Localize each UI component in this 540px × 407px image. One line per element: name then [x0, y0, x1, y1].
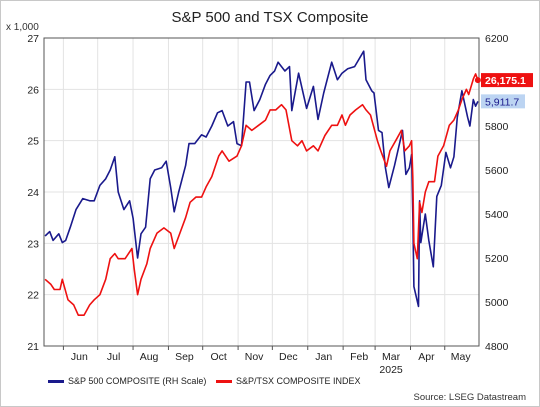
x-year-label: 2025: [379, 364, 403, 376]
left-tick-label: 27: [27, 33, 39, 45]
sp500-end-label: 5,911.7: [485, 96, 519, 108]
left-tick-label: 25: [27, 136, 39, 148]
end-labels: 26,175.1 5,911.7: [474, 73, 533, 109]
series-layer: [44, 50, 479, 317]
x-tick-label: Oct: [211, 351, 227, 363]
legend-swatch-tsx: [216, 379, 232, 383]
left-axis-unit-label: x 1,000: [6, 22, 39, 33]
left-tick-label: 23: [27, 238, 39, 250]
sp500-end-label-box: [481, 94, 525, 109]
x-tick-label: Dec: [279, 351, 298, 363]
right-tick-label: 4800: [485, 341, 509, 353]
legend-item-tsx: S&P/TSX COMPOSITE INDEX: [216, 376, 361, 386]
x-tick-label: Aug: [140, 351, 159, 363]
right-tick-label: 5800: [485, 121, 509, 133]
x-tick-label: Feb: [350, 351, 368, 363]
right-tick-label: 5000: [485, 297, 509, 309]
x-tick-label: Mar: [382, 351, 401, 363]
legend-label-sp500: S&P 500 COMPOSITE (RH Scale): [68, 376, 207, 386]
tsx-end-label: 26,175.1: [485, 75, 526, 87]
right-tick-label: 6200: [485, 33, 509, 45]
x-tick-label: Apr: [418, 351, 435, 363]
legend-item-sp500: S&P 500 COMPOSITE (RH Scale): [48, 376, 206, 386]
plot-area: [43, 37, 480, 347]
x-tick-label: Nov: [245, 351, 264, 363]
right-tick-label: 5400: [485, 209, 509, 221]
x-tick-label: Jul: [107, 351, 120, 363]
legend-swatch-sp500: [48, 379, 64, 383]
sp500-line: [44, 50, 479, 308]
left-tick-label: 26: [27, 84, 39, 96]
x-axis: Jun Jul Aug Sep Oct Nov Dec Jan Feb Mar Apr May 2025: [62, 346, 472, 376]
left-tick-label: 24: [27, 187, 39, 199]
legend-label-tsx: S&P/TSX COMPOSITE INDEX: [236, 376, 361, 386]
right-tick-label: 5600: [485, 165, 509, 177]
x-tick-label: Jan: [315, 351, 332, 363]
x-tick-label: Jun: [71, 351, 88, 363]
left-tick-label: 22: [27, 290, 39, 302]
tsx-line: [44, 73, 479, 317]
x-tick-label: Sep: [175, 351, 194, 363]
tsx-end-marker: [474, 77, 481, 84]
source-note: Source: LSEG Datastream: [413, 392, 526, 403]
left-axis: 27 26 25 24 23 22 21: [27, 33, 39, 353]
left-tick-label: 21: [27, 341, 39, 353]
tsx-end-label-box: [481, 73, 533, 88]
x-tick-label: May: [451, 351, 472, 363]
right-tick-label: 5200: [485, 253, 509, 265]
chart-title: S&P 500 and TSX Composite: [171, 9, 369, 26]
